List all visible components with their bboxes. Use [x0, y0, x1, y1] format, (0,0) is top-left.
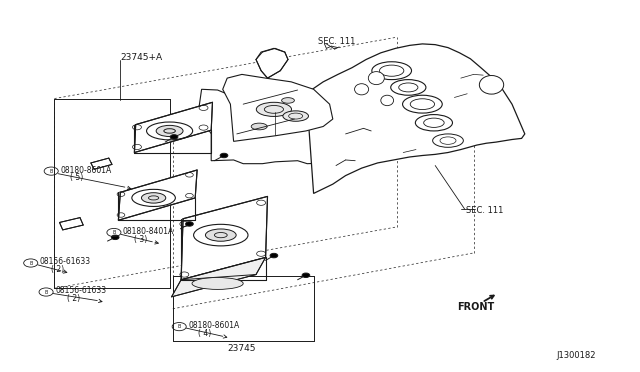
Circle shape [220, 153, 228, 158]
Text: ( 2): ( 2) [67, 294, 81, 303]
Text: 08156-61633: 08156-61633 [55, 286, 106, 295]
Text: ( 4): ( 4) [198, 329, 212, 338]
Polygon shape [256, 48, 288, 78]
Text: J1300182: J1300182 [557, 351, 596, 360]
Ellipse shape [403, 95, 442, 113]
Text: 08180-8601A: 08180-8601A [188, 321, 239, 330]
Text: B: B [177, 324, 181, 329]
Text: B: B [112, 230, 116, 235]
Ellipse shape [355, 84, 369, 95]
Polygon shape [307, 44, 525, 193]
Ellipse shape [433, 134, 463, 147]
Text: ( 2): ( 2) [51, 265, 65, 274]
Polygon shape [118, 170, 197, 220]
Text: ( 5): ( 5) [70, 173, 84, 182]
Text: B: B [44, 289, 48, 295]
Text: 08156-61633: 08156-61633 [40, 257, 91, 266]
Text: 08180-8601A: 08180-8601A [60, 166, 111, 174]
Polygon shape [134, 102, 212, 153]
Text: 23745: 23745 [228, 344, 256, 353]
Ellipse shape [205, 229, 236, 241]
Text: ( 3): ( 3) [134, 235, 148, 244]
Text: B: B [49, 169, 53, 174]
Circle shape [186, 222, 193, 226]
Ellipse shape [479, 76, 504, 94]
Circle shape [111, 235, 119, 240]
Ellipse shape [415, 115, 452, 131]
Circle shape [270, 253, 278, 258]
Polygon shape [181, 196, 268, 280]
Circle shape [170, 135, 178, 139]
Polygon shape [134, 130, 211, 153]
Ellipse shape [156, 125, 183, 137]
Polygon shape [91, 158, 112, 169]
Ellipse shape [390, 80, 426, 95]
Polygon shape [60, 218, 83, 230]
Text: B: B [29, 260, 33, 266]
Polygon shape [198, 89, 342, 166]
Polygon shape [172, 257, 266, 297]
Ellipse shape [282, 97, 294, 103]
Ellipse shape [141, 193, 166, 203]
Ellipse shape [372, 62, 412, 80]
Ellipse shape [256, 102, 292, 116]
Circle shape [302, 273, 310, 278]
Text: FRONT: FRONT [458, 302, 495, 312]
Text: SEC. 111: SEC. 111 [466, 206, 503, 215]
Polygon shape [134, 102, 212, 125]
Text: 08180-8401A: 08180-8401A [123, 227, 174, 236]
Ellipse shape [192, 278, 243, 289]
Ellipse shape [252, 123, 268, 130]
Ellipse shape [381, 95, 394, 106]
Polygon shape [223, 74, 333, 141]
Text: 23745+A: 23745+A [120, 53, 163, 62]
Ellipse shape [369, 71, 384, 84]
Ellipse shape [283, 111, 308, 121]
Text: SEC. 111: SEC. 111 [318, 37, 355, 46]
